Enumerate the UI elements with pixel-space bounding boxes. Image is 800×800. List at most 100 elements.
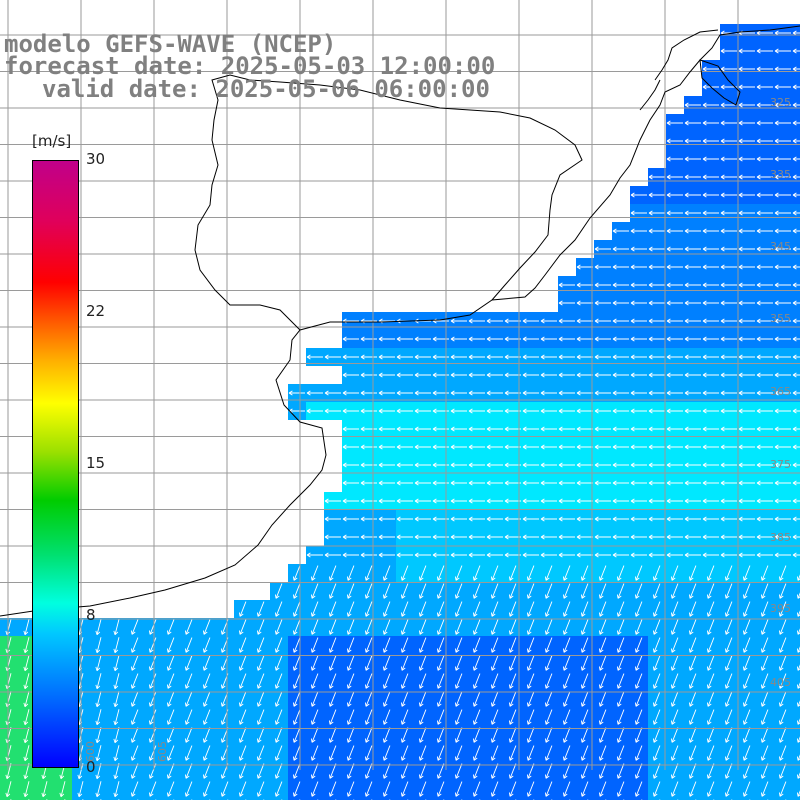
wind-arrow (738, 282, 755, 288)
wind-arrow (702, 372, 719, 378)
wind-arrow (324, 498, 341, 504)
wind-arrow (540, 534, 557, 540)
wind-arrow (184, 709, 193, 725)
wind-arrow (684, 444, 701, 450)
wind-arrow (684, 210, 701, 216)
wind-arrow (400, 745, 409, 761)
wind-arrow (742, 727, 751, 743)
wind-arrow (436, 781, 445, 797)
wind-arrow (720, 390, 737, 396)
model-title: modelo GEFS-WAVE (NCEP) (4, 30, 337, 58)
wind-arrow (738, 102, 755, 108)
wind-arrow (652, 745, 661, 761)
wind-arrow (760, 619, 769, 635)
wind-arrow (738, 228, 755, 234)
wind-arrow (742, 763, 751, 779)
wind-arrow (274, 691, 283, 707)
wind-arrow (202, 745, 211, 761)
wind-arrow (382, 763, 391, 779)
wind-arrow (684, 102, 701, 108)
wind-arrow (594, 516, 611, 522)
wind-arrow (702, 138, 719, 144)
wind-arrow (292, 781, 301, 797)
wind-arrow (724, 763, 733, 779)
wind-arrow (702, 318, 719, 324)
wind-arrow (688, 709, 697, 725)
wind-arrow (95, 655, 102, 672)
wind-arrow (652, 673, 661, 689)
wind-arrow (382, 565, 391, 581)
wind-arrow (113, 745, 120, 762)
wind-arrow (724, 745, 733, 761)
wind-arrow (756, 318, 773, 324)
wind-cell (756, 798, 774, 800)
wind-arrow (612, 408, 629, 414)
wind-arrow (756, 498, 773, 504)
wind-arrow (364, 655, 373, 671)
wind-arrow (324, 390, 341, 396)
wind-arrow (472, 709, 481, 725)
wind-arrow (738, 156, 755, 162)
wind-arrow (760, 655, 769, 671)
wind-arrow (612, 498, 629, 504)
wind-arrow (526, 673, 535, 689)
wind-arrow (454, 745, 463, 761)
wind-arrow (486, 336, 503, 342)
wind-arrow (666, 318, 683, 324)
wind-arrow (648, 516, 665, 522)
wind-arrow (756, 138, 773, 144)
wind-arrow (792, 84, 800, 90)
wind-arrow (648, 480, 665, 486)
wind-arrow (418, 781, 427, 797)
wind-arrow (580, 727, 589, 743)
wind-arrow (792, 48, 800, 54)
wind-arrow (720, 210, 737, 216)
wind-arrow (706, 637, 715, 653)
wind-arrow (95, 637, 102, 654)
wind-arrow (706, 565, 715, 581)
wind-arrow (616, 673, 625, 689)
wind-arrow (648, 192, 665, 198)
wind-arrow (612, 336, 629, 342)
wind-cell (774, 798, 792, 800)
wind-arrow (688, 691, 697, 707)
wind-arrow (648, 444, 665, 450)
wind-arrow (612, 534, 629, 540)
wind-arrow (436, 727, 445, 743)
wind-arrow (666, 534, 683, 540)
wind-arrow (346, 709, 355, 725)
wind-arrow (598, 781, 607, 797)
wind-arrow (436, 763, 445, 779)
wind-arrow (436, 565, 445, 581)
wind-arrow (454, 565, 463, 581)
wind-cell (54, 798, 72, 800)
wind-arrow (558, 372, 575, 378)
wind-arrow (23, 781, 30, 798)
wind-arrow (774, 102, 791, 108)
wind-arrow (738, 372, 755, 378)
wind-arrow (742, 655, 751, 671)
wind-arrow (310, 673, 319, 689)
wind-arrow (738, 192, 755, 198)
wind-arrow (486, 354, 503, 360)
wind-cell (792, 726, 800, 744)
wind-arrow (760, 583, 769, 599)
wind-arrow (558, 480, 575, 486)
wind-arrow (342, 444, 359, 450)
wind-arrow (612, 552, 629, 558)
wind-arrow (166, 619, 175, 635)
wind-arrow (148, 727, 157, 743)
wind-arrow (378, 498, 395, 504)
wind-arrow (742, 781, 751, 797)
wind-arrow (148, 673, 157, 689)
wind-arrow (720, 264, 737, 270)
wind-cell (288, 798, 306, 800)
wind-arrow (634, 745, 643, 761)
wind-arrow (706, 709, 715, 725)
wind-arrow (756, 264, 773, 270)
wind-arrow (576, 516, 593, 522)
wind-arrow (760, 565, 769, 581)
wind-arrow (95, 745, 102, 762)
wind-arrow (342, 516, 359, 522)
wind-arrow (148, 691, 157, 707)
